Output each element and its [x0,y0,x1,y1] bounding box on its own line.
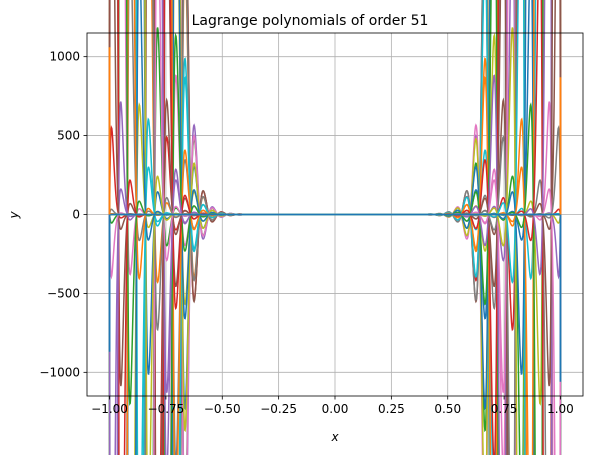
series-group [108,0,562,455]
x-tick-label: −0.50 [204,402,241,416]
x-tick-label: 1.00 [547,402,574,416]
y-tick-label: −500 [47,286,80,300]
x-tick-label: 0.00 [322,402,349,416]
x-axis-ticks: −1.00 −0.75 −0.50 −0.25 0.00 0.25 0.50 0.75 1.00 [91,396,574,416]
x-tick-label: −0.25 [260,402,297,416]
chart-title: Lagrange polynomials of order 51 [192,13,429,29]
x-tick-label: 0.75 [491,402,518,416]
x-tick-label: 0.25 [378,402,405,416]
y-axis-label: y [7,211,21,220]
x-tick-label: 0.50 [434,402,461,416]
x-axis-label: x [330,430,339,444]
x-tick-label: −1.00 [91,402,128,416]
y-axis-ticks: −1000 −500 0 500 1000 [39,50,87,379]
x-tick-label: −0.75 [148,402,185,416]
y-tick-label: −1000 [39,365,80,379]
y-tick-label: 500 [57,129,80,143]
y-tick-label: 1000 [49,50,80,64]
y-tick-label: 0 [72,208,80,222]
